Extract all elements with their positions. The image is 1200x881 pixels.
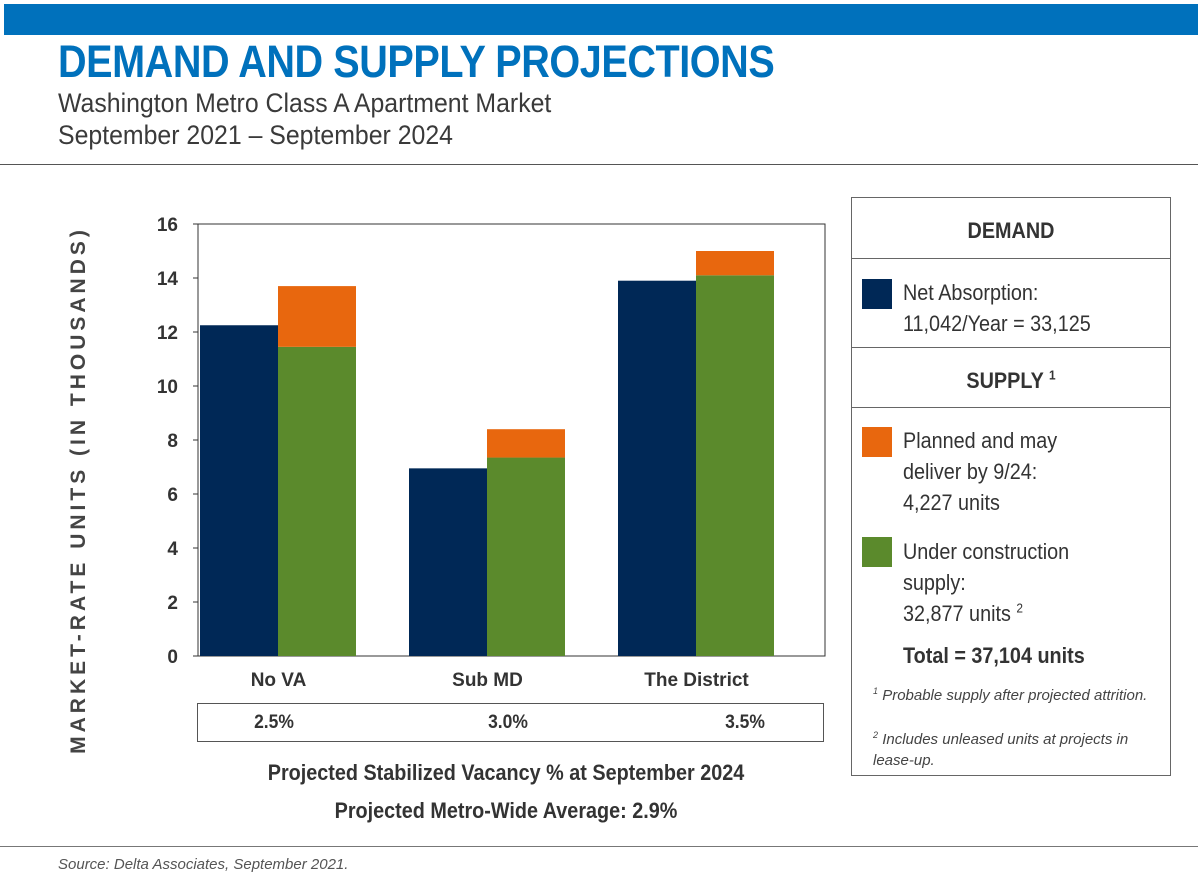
under-construction-line1: Under construction	[903, 539, 1070, 564]
y-tick-label: 16	[157, 215, 178, 236]
under-construction-label: Under construction supply: 32,877 units …	[903, 536, 1069, 629]
x-tick-label-the-district: The District	[644, 670, 749, 691]
bar-under-construction-no-va	[278, 346, 356, 656]
footnote-2-text: Includes unleased units at projects in l…	[873, 731, 1129, 769]
vacancy-row: 2.5% 3.0% 3.5%	[197, 703, 824, 742]
bar-net-absorption-no-va	[200, 325, 278, 656]
net-absorption-line1: Net Absorption:	[903, 280, 1039, 305]
planned-line2: deliver by 9/24:	[903, 459, 1038, 484]
source-note: Source: Delta Associates, September 2021…	[58, 856, 349, 873]
bar-net-absorption-sub-md	[409, 468, 487, 656]
under-construction-line3: 32,877 units 2	[903, 598, 1069, 629]
bar-planned-and-no-va	[278, 286, 356, 347]
net-absorption-line2: 11,042/Year = 33,125	[903, 311, 1091, 336]
under-construction-footnote-mark: 2	[1016, 600, 1024, 616]
y-tick-label: 12	[157, 323, 178, 344]
vacancy-no-va: 2.5%	[254, 712, 294, 733]
y-axis-label: MARKET-RATE UNITS (IN THOUSANDS)	[67, 226, 90, 754]
page-title: DEMAND AND SUPPLY PROJECTIONS	[58, 36, 775, 87]
vacancy-sub-md: 3.0%	[488, 712, 528, 733]
bar-planned-and-the-district	[696, 251, 774, 276]
x-tick-label-no-va: No VA	[251, 670, 307, 691]
footnote-1: 1 Probable supply after projected attrit…	[873, 685, 1163, 706]
header-divider	[0, 164, 1198, 165]
legend-divider	[852, 258, 1170, 259]
x-tick-label-sub-md: Sub MD	[452, 670, 523, 691]
demand-header: DEMAND	[967, 218, 1055, 243]
under-construction-line2: supply:	[903, 570, 966, 595]
supply-total: Total = 37,104 units	[903, 643, 1085, 668]
vacancy-caption: Projected Stabilized Vacancy % at Septem…	[267, 760, 745, 785]
planned-swatch	[862, 427, 892, 457]
y-tick-label: 4	[167, 539, 178, 560]
y-tick-label: 2	[167, 593, 178, 614]
bar-net-absorption-the-district	[618, 280, 696, 656]
net-absorption-label: Net Absorption: 11,042/Year = 33,125	[903, 277, 1091, 339]
footnote-1-mark: 1	[873, 686, 879, 696]
footnote-2-mark: 2	[873, 730, 879, 740]
planned-line3: 4,227 units	[903, 490, 1000, 515]
supply-header-footnote-mark: 1	[1048, 367, 1056, 383]
subtitle-market: Washington Metro Class A Apartment Marke…	[58, 88, 552, 118]
y-tick-label: 0	[167, 647, 178, 668]
legend-panel: DEMAND Net Absorption: 11,042/Year = 33,…	[851, 197, 1171, 776]
footer-divider	[0, 846, 1198, 847]
bar-under-construction-the-district	[696, 275, 774, 656]
y-tick-label: 6	[167, 485, 178, 506]
y-axis-title: MARKET-RATE UNITS (IN THOUSANDS)	[67, 226, 90, 754]
bar-under-construction-sub-md	[487, 457, 565, 656]
metro-average: Projected Metro-Wide Average: 2.9%	[334, 798, 678, 823]
footnote-2: 2 Includes unleased units at projects in…	[873, 729, 1163, 771]
y-tick-label: 14	[157, 269, 179, 290]
supply-header: SUPPLY 1	[868, 368, 1154, 394]
bar-chart: No VA Sub MD The District 0 2 4 6 8 10 12 14 16	[157, 215, 826, 691]
net-absorption-swatch	[862, 279, 892, 309]
planned-label: Planned and may deliver by 9/24: 4,227 u…	[903, 425, 1057, 518]
under-construction-units: 32,877 units	[903, 601, 1011, 626]
legend-divider	[852, 347, 1170, 348]
header-bar	[4, 4, 1198, 35]
bar-planned-and-sub-md	[487, 429, 565, 458]
supply-header-text: SUPPLY	[966, 368, 1044, 393]
vacancy-the-district: 3.5%	[725, 712, 765, 733]
footnote-1-text: Probable supply after projected attritio…	[882, 687, 1148, 704]
legend-divider	[852, 407, 1170, 408]
under-construction-swatch	[862, 537, 892, 567]
subtitle-period: September 2021 – September 2024	[58, 120, 453, 150]
y-tick-label: 10	[157, 377, 178, 398]
y-tick-label: 8	[167, 431, 178, 452]
planned-line1: Planned and may	[903, 428, 1058, 453]
